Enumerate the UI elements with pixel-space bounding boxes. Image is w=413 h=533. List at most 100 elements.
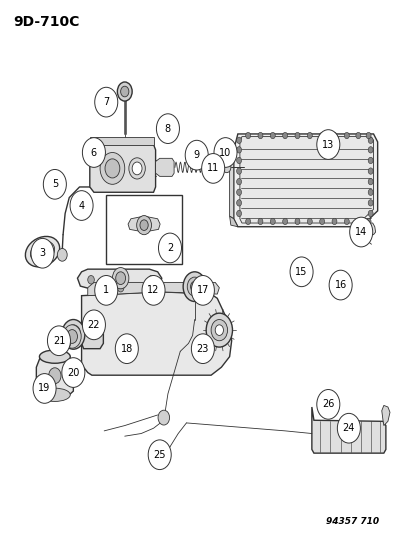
Circle shape — [270, 218, 275, 224]
Circle shape — [355, 218, 360, 224]
Circle shape — [236, 168, 241, 174]
Circle shape — [365, 218, 370, 224]
Circle shape — [158, 410, 169, 425]
Circle shape — [47, 326, 70, 356]
Text: 23: 23 — [196, 344, 209, 354]
Text: 24: 24 — [342, 423, 354, 433]
Circle shape — [215, 325, 223, 335]
Circle shape — [132, 162, 142, 175]
Circle shape — [82, 310, 105, 340]
Polygon shape — [88, 282, 219, 296]
Circle shape — [367, 157, 372, 164]
Text: 9D-710C: 9D-710C — [14, 14, 80, 29]
Circle shape — [316, 130, 339, 159]
Circle shape — [245, 218, 250, 224]
Circle shape — [33, 374, 56, 403]
Circle shape — [206, 313, 232, 347]
Circle shape — [158, 233, 181, 263]
Text: 15: 15 — [295, 267, 307, 277]
Circle shape — [236, 200, 241, 206]
Circle shape — [148, 440, 171, 470]
Circle shape — [66, 329, 77, 343]
Circle shape — [49, 368, 61, 384]
Circle shape — [31, 238, 54, 268]
Circle shape — [236, 189, 241, 196]
Polygon shape — [362, 223, 375, 235]
Text: 9: 9 — [193, 150, 199, 160]
Circle shape — [66, 325, 81, 344]
Circle shape — [257, 132, 262, 139]
Circle shape — [187, 277, 202, 296]
Circle shape — [367, 200, 372, 206]
Circle shape — [62, 319, 85, 349]
Polygon shape — [81, 320, 103, 349]
Circle shape — [148, 276, 154, 284]
Ellipse shape — [25, 237, 59, 267]
Circle shape — [117, 284, 123, 292]
Text: 25: 25 — [153, 450, 166, 460]
Circle shape — [115, 334, 138, 364]
Text: 5: 5 — [52, 179, 58, 189]
Text: 11: 11 — [206, 164, 219, 173]
Circle shape — [294, 132, 299, 139]
Text: 7: 7 — [103, 97, 109, 107]
Circle shape — [115, 272, 125, 285]
Circle shape — [367, 179, 372, 185]
Text: 1: 1 — [103, 285, 109, 295]
Circle shape — [337, 414, 359, 443]
Circle shape — [306, 218, 311, 224]
Circle shape — [245, 132, 250, 139]
Circle shape — [185, 140, 208, 170]
Polygon shape — [381, 406, 389, 425]
Circle shape — [344, 132, 349, 139]
Text: 20: 20 — [67, 368, 79, 377]
Circle shape — [151, 293, 157, 301]
Circle shape — [236, 147, 241, 153]
Circle shape — [365, 132, 370, 139]
Polygon shape — [155, 158, 174, 176]
Circle shape — [190, 281, 198, 292]
Text: 16: 16 — [334, 280, 346, 290]
Circle shape — [367, 168, 372, 174]
Circle shape — [319, 132, 324, 139]
Circle shape — [355, 132, 360, 139]
Polygon shape — [311, 407, 385, 453]
Circle shape — [95, 276, 117, 305]
Circle shape — [62, 358, 85, 387]
Text: 94357 710: 94357 710 — [325, 518, 378, 526]
Circle shape — [136, 216, 151, 235]
Circle shape — [270, 132, 275, 139]
Text: 21: 21 — [52, 336, 65, 346]
Text: 17: 17 — [196, 285, 209, 295]
Circle shape — [236, 137, 241, 143]
Circle shape — [57, 248, 67, 261]
Circle shape — [367, 189, 372, 196]
Circle shape — [367, 137, 372, 143]
Circle shape — [236, 211, 241, 216]
Polygon shape — [229, 216, 237, 227]
Circle shape — [142, 276, 165, 305]
Polygon shape — [239, 136, 373, 223]
Polygon shape — [90, 136, 153, 144]
Polygon shape — [81, 292, 231, 375]
Circle shape — [222, 162, 230, 173]
Text: 4: 4 — [78, 200, 84, 211]
Circle shape — [331, 132, 336, 139]
Circle shape — [294, 218, 299, 224]
Circle shape — [62, 338, 70, 349]
Circle shape — [117, 82, 132, 101]
Circle shape — [120, 86, 128, 97]
Circle shape — [257, 218, 262, 224]
Circle shape — [82, 138, 105, 167]
Text: 12: 12 — [147, 285, 159, 295]
Circle shape — [328, 270, 351, 300]
Ellipse shape — [39, 388, 70, 401]
Text: 14: 14 — [354, 227, 366, 237]
Text: 10: 10 — [219, 148, 231, 158]
Circle shape — [191, 334, 214, 364]
Circle shape — [214, 138, 237, 167]
Circle shape — [306, 132, 311, 139]
Circle shape — [183, 272, 206, 302]
Polygon shape — [36, 357, 73, 395]
Polygon shape — [77, 269, 161, 290]
